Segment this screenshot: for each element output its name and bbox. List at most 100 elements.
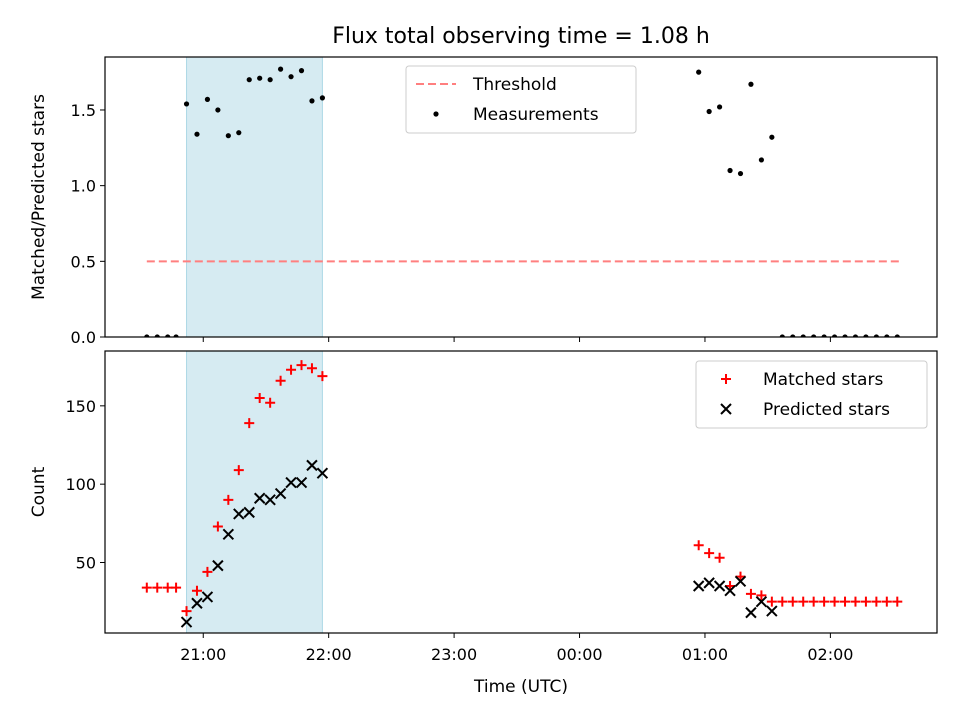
measurement-point [884,334,890,337]
matched-star-point [212,521,223,532]
measurement-point [863,334,869,337]
measurement-point [790,334,796,337]
count-panel: 50 100 150 21:00 22:00 23:00 00:00 01:00 02:00 Co… [29,350,938,664]
matched-star-point [233,465,244,476]
matched-star-point [162,582,173,593]
x-tick-label: 02:00 [807,645,853,664]
measurement-point [204,96,211,102]
y-axis-label: Matched/Predicted stars [29,94,49,300]
measurement-point [758,157,765,163]
matched-star-point [714,552,725,563]
predicted-star-point [713,580,726,592]
matched-star-point [766,596,777,607]
legend-label: Measurements [473,105,599,125]
matched-star-point [840,596,851,607]
measurement-point [842,334,848,337]
legend-label: Predicted stars [763,400,890,420]
matched-star-point [871,596,882,607]
matched-star-point [202,566,213,577]
axes-frame [104,350,938,634]
measurement-point [309,98,315,104]
y-tick-label: 0.5 [71,252,96,271]
measurement-point [769,134,775,140]
x-tick-label: 22:00 [306,645,352,664]
measurement-point [821,334,827,337]
matched-star-point [850,596,861,607]
matched-star-point [152,582,163,593]
measurement-point [173,334,179,337]
predicted-star-point [222,528,235,541]
matched-star-point [777,596,788,607]
measurement-point [873,334,879,337]
matched-star-point [693,540,704,551]
figure-title: Flux total observing time = 1.08 h [332,24,710,49]
matched-star-point [223,494,234,505]
matched-star-point [745,588,756,599]
matched-star-point [296,360,307,371]
measurement-point [215,107,221,113]
x-tick-label: 23:00 [431,645,477,664]
axes-frame [104,56,938,338]
matched-star-point [191,585,202,596]
predicted-star-point [306,459,318,472]
predicted-star-point [766,605,778,617]
predicted-star-point [692,580,705,592]
observing-window-span [186,56,323,338]
matched-star-point [860,596,871,607]
measurement-point [319,95,326,101]
y-tick-label: 1.0 [71,177,96,196]
measurement-point [433,111,439,117]
y-axis-label: Count [29,466,49,517]
measurement-point [194,131,200,137]
measurement-point [267,77,273,83]
matched-star-point [171,582,182,593]
x-tick-label: 21:00 [180,645,226,664]
y-tick-label: 50 [76,554,96,573]
measurement-point [144,334,150,337]
predicted-star-point [243,506,255,519]
matched-star-point [275,375,286,386]
observing-window-span [186,350,323,634]
legend: Matched stars Predicted stars [695,360,928,429]
predicted-star-point [703,577,715,589]
measurement-point [277,66,284,72]
matched-star-point [704,548,715,559]
predicted-star-point [212,559,224,572]
legend: Threshold Measurements [405,65,637,134]
measurement-point [288,74,294,80]
matched-star-point [756,590,767,601]
matched-star-point [787,596,798,607]
measurement-point [811,334,817,337]
measurement-point [737,170,744,177]
matched-star-point [721,374,731,384]
measurement-point [696,69,702,75]
predicted-star-point [745,606,757,619]
measurement-point [236,130,242,136]
measurement-point [246,77,252,83]
legend-box [695,360,928,429]
predicted-star-point [316,467,329,479]
measurement-point [800,334,806,337]
predicted-star-point [285,476,297,489]
predicted-star-point [180,616,193,628]
predicted-star-point [264,494,276,506]
matched-star-point [892,596,903,607]
predicted-star-point [253,492,266,504]
measurement-point [748,81,754,87]
matched-star-point [286,364,297,375]
matched-star-point [244,418,255,429]
measurement-point [852,334,859,337]
matched-star-point [798,596,809,607]
measurement-point [257,75,263,81]
measurement-point [706,108,712,115]
y-tick-label: 100 [65,475,96,494]
measurement-point [225,133,231,139]
y-tick-label: 0.0 [71,328,96,347]
measurement-point [154,334,160,337]
measurement-point [716,104,723,110]
matched-star-point [141,582,152,593]
predicted-star-point [233,508,245,520]
matched-star-point [265,397,276,408]
measurement-point [298,68,305,74]
x-tick-label: 00:00 [556,645,602,664]
